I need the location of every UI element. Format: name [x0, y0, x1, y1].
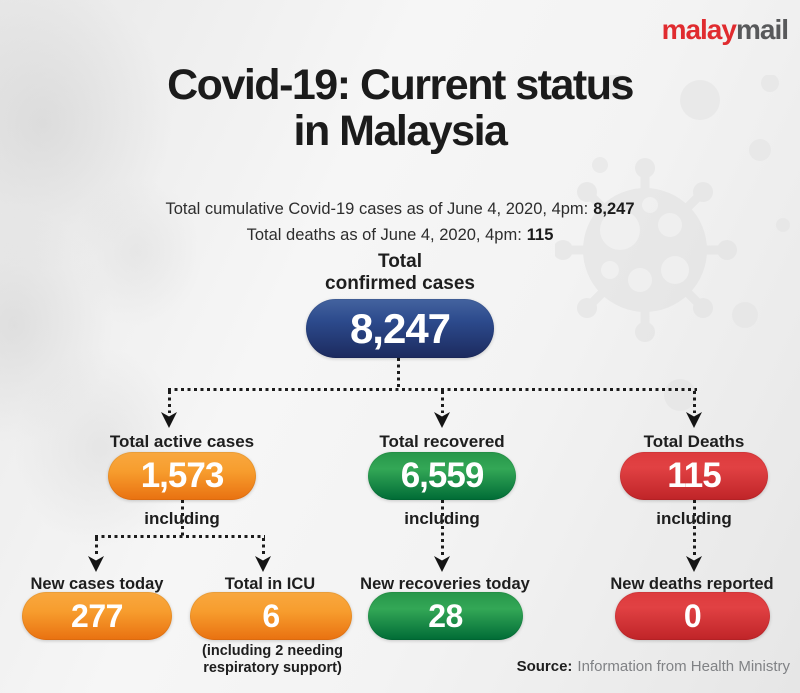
connector-line	[441, 391, 444, 413]
node-label-recovered: Total recovered	[379, 432, 505, 451]
logo-part-gray: mail	[735, 14, 789, 45]
connector-line	[693, 391, 696, 413]
connector-line	[95, 535, 265, 538]
confirmed-label-line1: Total	[378, 251, 422, 272]
connector-line	[441, 500, 444, 556]
pill-new-recoveries: 28	[368, 592, 523, 640]
connector-word-including: including	[144, 509, 220, 528]
node-label-confirmed: Total confirmed cases	[300, 251, 500, 296]
source-label: Source:	[516, 658, 573, 675]
pill-total-confirmed: 8,247	[306, 299, 494, 358]
confirmed-label-line2: confirmed cases	[325, 273, 475, 295]
connector-word-including: including	[404, 509, 480, 528]
summary-cases-value: 8,247	[593, 200, 635, 218]
source-text: Information from Health Ministry	[577, 658, 790, 675]
summary-line-cases: Total cumulative Covid-19 cases as of Ju…	[0, 196, 800, 222]
pill-total-in-icu: 6	[190, 592, 352, 640]
title-line1: Covid-19: Current status	[167, 61, 634, 109]
malaymail-logo: malaymail	[661, 14, 789, 46]
arrow-down-icon	[434, 556, 450, 572]
connector-line	[168, 388, 697, 391]
connector-word-including: including	[656, 509, 732, 528]
connector-line	[693, 500, 696, 556]
arrow-down-icon	[686, 412, 702, 428]
icu-note: (including 2 needing respiratory support…	[202, 643, 343, 677]
title-line2: in Malaysia	[293, 107, 508, 156]
logo-part-red: malay	[661, 14, 737, 45]
arrow-down-icon	[434, 412, 450, 428]
node-label-active: Total active cases	[109, 432, 255, 451]
pill-new-deaths-today: 0	[615, 592, 770, 640]
arrow-down-icon	[88, 556, 104, 572]
summary-lines: Total cumulative Covid-19 cases as of Ju…	[0, 196, 800, 249]
summary-line-deaths: Total deaths as of June 4, 2020, 4pm: 115	[0, 222, 800, 248]
pill-total-deaths: 115	[620, 452, 768, 500]
node-label-new-recoveries: New recoveries today	[360, 575, 530, 593]
page-title: Covid-19: Current status in Malaysia	[0, 62, 800, 155]
arrow-down-icon	[686, 556, 702, 572]
node-label-deaths: Total Deaths	[643, 432, 745, 451]
connector-line	[262, 538, 265, 556]
summary-deaths-value: 115	[526, 226, 554, 245]
arrow-down-icon	[161, 412, 177, 428]
connector-line	[168, 391, 171, 413]
pill-active-cases: 1,573	[108, 452, 256, 500]
pill-new-cases-today: 277	[22, 592, 172, 640]
node-label-new-cases: New cases today	[30, 575, 164, 593]
node-label-icu: Total in ICU	[224, 575, 316, 593]
source-line: Source: Information from Health Ministry	[517, 658, 790, 675]
connector-line	[95, 538, 98, 556]
connector-line	[181, 500, 184, 537]
summary-cases-text: Total cumulative Covid-19 cases as of Ju…	[165, 200, 589, 218]
arrow-down-icon	[255, 556, 271, 572]
summary-deaths-text: Total deaths as of June 4, 2020, 4pm:	[246, 226, 522, 245]
pill-total-recovered: 6,559	[368, 452, 516, 500]
connector-line	[397, 358, 400, 389]
